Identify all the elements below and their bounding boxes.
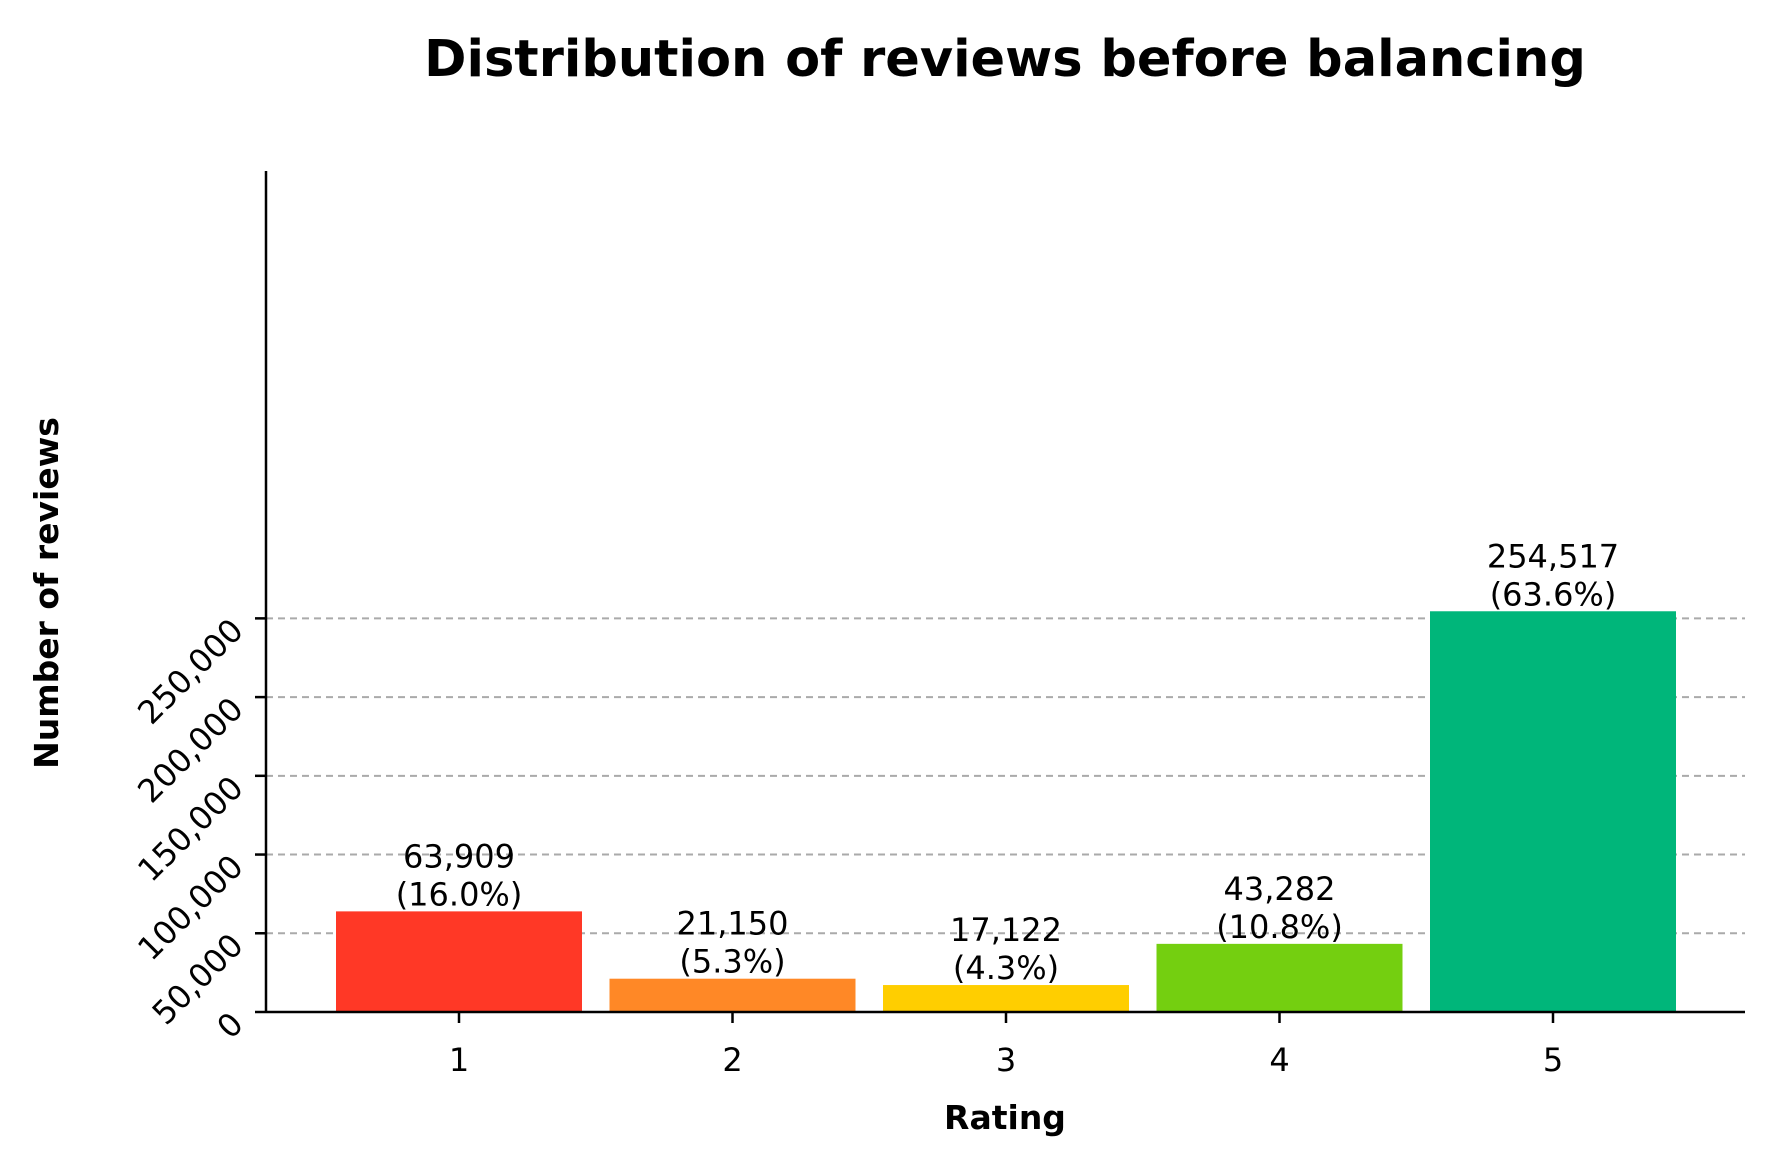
bar-value-label-4: 43,282 [1224,870,1336,908]
bar-rating-5 [1430,611,1676,1012]
bar-data-labels: (16.0%)63,909 (5.3%)21,150 (4.3%)17,122 (10… [396,537,1619,987]
chart-title: Distribution of reviews before balancing [424,30,1586,89]
bar-value-label-1: 63,909 [403,837,515,875]
x-axis-label: Rating [944,1098,1066,1137]
bar-percent-label-4: (10.8%) [1216,908,1343,946]
x-tick-label-3: 3 [996,1041,1016,1079]
x-tick-label-4: 4 [1269,1041,1289,1079]
bar-rating-3 [883,985,1129,1012]
bar-rating-1 [336,911,582,1012]
bar-percent-label-2: (5.3%) [679,943,785,981]
bar-percent-label-1: (16.0%) [396,875,523,913]
x-tick-label-2: 2 [722,1041,742,1079]
bar-value-label-3: 17,122 [950,911,1062,949]
x-axis-ticks: 1 2 3 4 5 [449,1012,1563,1079]
x-tick-label-1: 1 [449,1041,469,1079]
bar-value-label-2: 21,150 [677,905,789,943]
bar-value-label-5: 254,517 [1487,537,1619,575]
bar-rating-4 [1156,943,1403,1012]
bar-percent-label-5: (63.6%) [1490,575,1617,613]
bar-rating-2 [609,978,856,1012]
bar-percent-label-3: (4.3%) [953,949,1059,987]
y-tick-label-0: 0 [209,1005,250,1046]
bars [336,611,1676,1012]
y-axis-label: Number of reviews [27,417,66,769]
x-tick-label-5: 5 [1543,1041,1563,1079]
